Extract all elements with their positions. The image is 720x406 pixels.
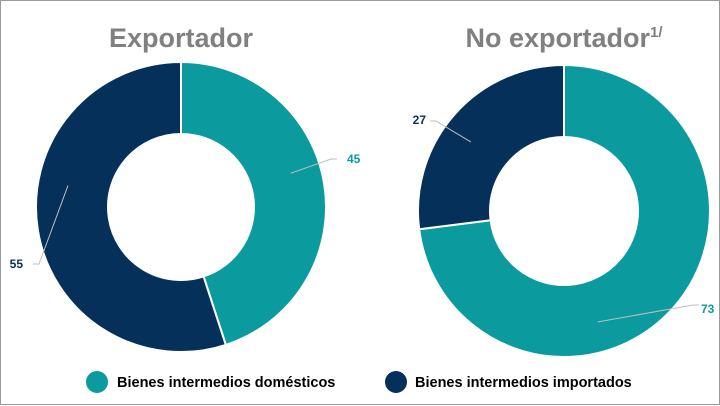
slice-importados (35, 60, 228, 353)
slices-exportador (35, 60, 327, 353)
leader-line-importados (33, 185, 69, 265)
donut-chart-no-exportador: No exportador1/ 73 27 (413, 23, 715, 358)
data-label-domesticos: 73 (701, 302, 715, 316)
chart-title-exportador: Exportador (109, 23, 254, 53)
slice-domesticos (180, 60, 327, 347)
chart-title-no-exportador: No exportador1/ (465, 23, 663, 53)
data-label-importados: 27 (413, 113, 427, 127)
legend-marker-domesticos (86, 371, 108, 393)
legend-label-importados: Bienes intermedios importados (415, 375, 632, 391)
slices-no-exportador (417, 63, 711, 358)
data-label-domesticos: 45 (347, 152, 361, 166)
slice-importados (417, 63, 565, 231)
leader-line-importados (430, 120, 472, 143)
legend-label-domesticos: Bienes intermedios domésticos (117, 375, 335, 391)
labels-exportador: 45 55 (10, 152, 361, 271)
leader-line-domesticos (597, 304, 699, 323)
slice-domesticos (418, 63, 711, 358)
legend: Bienes intermedios domésticos Bienes int… (86, 371, 632, 393)
labels-no-exportador: 73 27 (413, 113, 715, 323)
legend-marker-importados (385, 371, 407, 393)
data-label-importados: 55 (10, 257, 24, 271)
leader-line-domesticos (290, 158, 337, 174)
donut-chart-exportador: Exportador 45 55 (10, 23, 361, 353)
